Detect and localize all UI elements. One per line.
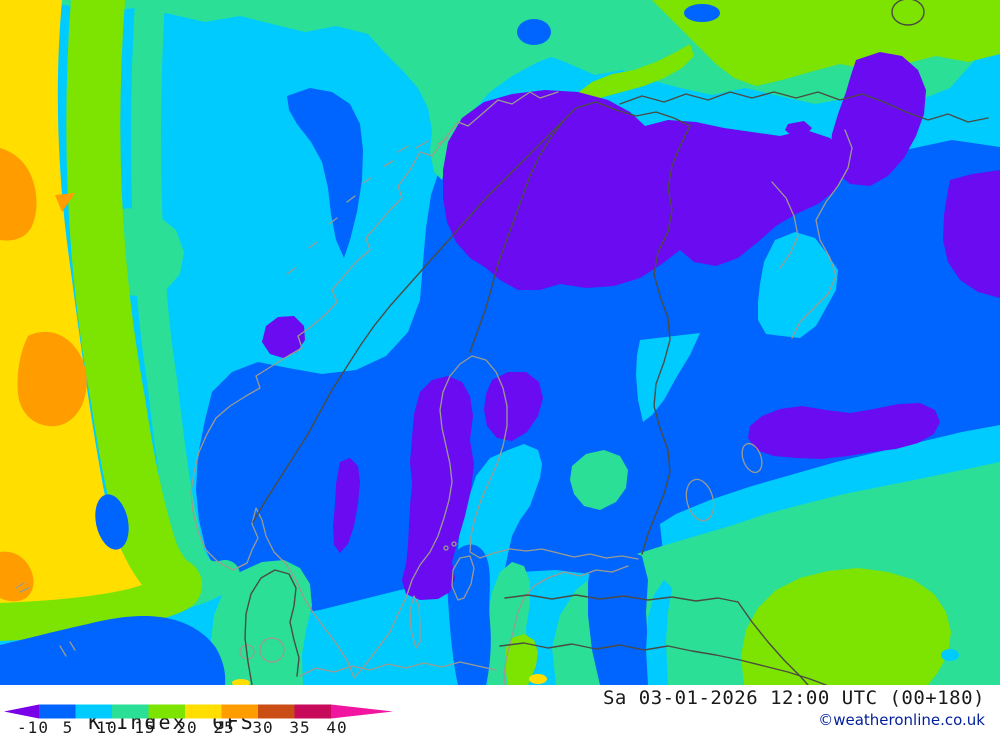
legend-colorbar [4,704,393,719]
legend-tick-label: 30 [252,718,274,733]
legend-tick-label: 20 [176,718,198,733]
forecast-timestamp: Sa 03-01-2026 12:00 UTC (00+180) [602,687,985,709]
weather-map [0,0,1000,685]
legend-tick-label: 15 [134,718,156,733]
legend-tick-label: 10 [96,718,118,733]
legend-segment [75,704,112,719]
legend-arrow-high [331,704,393,719]
map-borders [244,0,989,685]
legend-tick-label: -10 [17,718,49,733]
legend-segment [294,704,331,719]
legend-tick-label: 25 [213,718,235,733]
legend-tick-row: -10 5 10 15 20 25 30 35 40 [0,718,420,733]
legend-tick-label: 40 [326,718,348,733]
legend-segment [112,704,149,719]
legend-segment [185,704,222,719]
map-blue-accents [0,4,959,685]
legend-segment [39,704,76,719]
legend-segment [221,704,258,719]
k-index-map-canvas [0,0,1000,685]
legend-tick-label: 35 [289,718,311,733]
legend-tick-label: 5 [62,718,74,733]
legend-bar: K-Index GFS -10 5 10 15 20 25 30 35 40 Sa 03-01-2… [0,685,1000,733]
map-yellow-regions [0,0,547,685]
copyright-label: ©weatheronline.co.uk [818,711,985,729]
map-coastlines [15,91,853,685]
map-orange-regions [0,148,87,602]
legend-segment [258,704,295,719]
legend-arrow-low [4,704,39,719]
map-green-regions [0,0,1000,685]
legend-segment [148,704,185,719]
